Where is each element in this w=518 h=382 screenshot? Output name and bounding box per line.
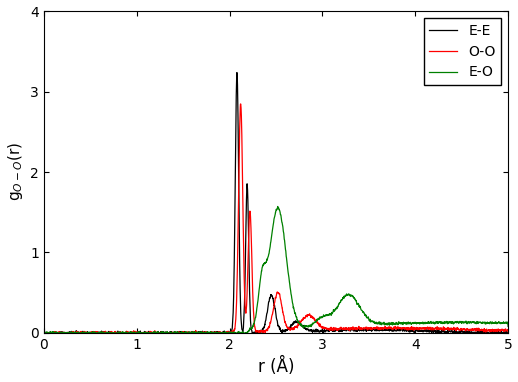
E-E <box>446 329 452 333</box>
O-O <box>219 330 225 335</box>
O-O <box>505 329 511 334</box>
E-E <box>239 327 246 332</box>
E-E <box>219 331 225 335</box>
E-O <box>446 319 452 324</box>
O-O <box>239 151 245 156</box>
E-E <box>42 331 48 335</box>
E-E <box>234 70 240 75</box>
E-E <box>121 331 127 335</box>
O-O <box>121 331 127 335</box>
O-O <box>41 331 47 335</box>
Legend: E-E, O-O, E-O: E-E, O-O, E-O <box>424 18 501 85</box>
O-O <box>446 327 452 331</box>
E-O <box>219 330 225 335</box>
E-E <box>505 330 511 335</box>
E-O <box>239 330 245 335</box>
E-O <box>94 331 100 335</box>
X-axis label: r (Å): r (Å) <box>258 358 294 376</box>
E-O <box>275 204 281 209</box>
O-O <box>237 102 243 106</box>
E-E <box>496 330 502 335</box>
Line: E-E: E-E <box>44 73 508 333</box>
E-E <box>94 331 100 335</box>
Line: E-O: E-O <box>44 207 508 333</box>
E-O <box>505 324 511 329</box>
E-O <box>41 331 47 335</box>
O-O <box>496 328 502 333</box>
E-O <box>496 320 502 324</box>
Line: O-O: O-O <box>44 104 508 333</box>
Y-axis label: g$_{O-O}$(r): g$_{O-O}$(r) <box>6 142 24 201</box>
O-O <box>94 331 100 335</box>
E-O <box>121 331 127 335</box>
E-E <box>41 330 47 335</box>
